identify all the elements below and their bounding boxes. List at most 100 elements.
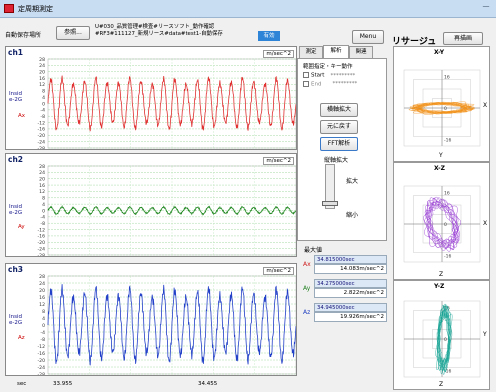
y-tick-label: -12: [37, 227, 45, 233]
y-tick-label: 28: [39, 274, 45, 280]
sensor-name-line2: e-2G: [9, 320, 23, 326]
v-axis-label: Y: [439, 152, 443, 159]
x-tick-2: 34.455: [198, 381, 218, 387]
tab-measure[interactable]: 測定: [299, 46, 323, 58]
y-tick-label: 8: [42, 309, 45, 315]
tick-label: 0: [444, 337, 447, 343]
y-tick-label: -4: [40, 215, 45, 221]
range-group: 範囲指定・キー動作 Start ********* End *********: [303, 62, 383, 92]
y-tick-label: -16: [37, 234, 45, 240]
waveform-line: [47, 75, 296, 132]
y-tick-label: -28: [37, 372, 45, 376]
y-tick-label: 24: [39, 170, 45, 176]
lissajous-plot-title: X-Y: [434, 49, 445, 56]
waveform-line: [47, 205, 296, 216]
end-value: *********: [332, 81, 358, 87]
max-axis: Ay: [303, 285, 311, 292]
y-tick-label: 4: [42, 316, 45, 322]
zoom-horizontal-button[interactable]: 横軸拡大: [320, 103, 358, 117]
y-tick-label: -16: [37, 351, 45, 357]
tick-label: 16: [444, 74, 450, 80]
channel-panel-2: 28 24 20 16 12 8 4 0 -4 -8 -12 -16 -20 -24 -28 ch2 Ins…: [5, 153, 297, 257]
y-tick-label: 4: [42, 95, 45, 101]
y-tick-label: -16: [37, 127, 45, 133]
save-path-line2: #RF3#111127_新規リース#data#test1-自動保存: [95, 31, 223, 37]
vertical-zoom-slider[interactable]: [322, 164, 338, 209]
max-row-ax: Ax 34.815000sec 14.083m/sec^2: [300, 255, 388, 279]
lissajous-plot-title: Y-Z: [434, 283, 445, 290]
tick-label: -16: [444, 369, 451, 375]
max-axis: Ax: [303, 261, 311, 268]
channel-panel-1: 28 24 20 16 12 8 4 0 -4 -8 -12 -16 -20 -24 -28 ch1 Ins…: [5, 46, 297, 150]
channel-label: ch3: [8, 265, 24, 274]
waveform-line: [47, 284, 296, 366]
y-tick-label: -8: [40, 221, 45, 227]
start-label: Start: [311, 72, 325, 79]
tab-analysis[interactable]: 解析: [323, 45, 349, 58]
tick-label: -16: [444, 138, 451, 144]
y-tick-label: -24: [37, 365, 45, 371]
x-unit-label: sec: [17, 381, 27, 387]
x-axis: sec 33.955 34.455: [5, 378, 297, 390]
start-checkbox[interactable]: [303, 72, 309, 78]
y-tick-label: -4: [40, 108, 45, 114]
y-tick-label: 16: [39, 183, 45, 189]
y-tick-label: 20: [39, 70, 45, 76]
max-value: 19.926m/sec^2: [314, 312, 387, 322]
channel-label: ch1: [8, 48, 24, 57]
y-tick-label: -12: [37, 120, 45, 126]
slider-thumb[interactable]: [322, 201, 338, 206]
y-tick-label: 12: [39, 82, 45, 88]
x-tick-1: 33.955: [53, 381, 73, 387]
max-row-az: Az 34.945000sec 19.926m/sec^2: [300, 303, 388, 327]
y-tick-label: -4: [40, 330, 45, 336]
y-tick-label: 28: [39, 57, 45, 63]
max-title: 最大値: [304, 247, 323, 254]
y-tick-label: 8: [42, 89, 45, 95]
start-value: *********: [330, 72, 356, 79]
sensor-name-line1: Insid: [9, 314, 22, 320]
save-dest-label: 自動保存場所: [5, 32, 42, 39]
channel-label: ch2: [8, 155, 24, 164]
y-tick-label: 0: [42, 323, 45, 329]
y-tick-label: -20: [37, 133, 45, 139]
sensor-name-line1: Insid: [9, 204, 22, 210]
h-axis-label: Y: [483, 331, 487, 338]
sensor-name: Insid e-2G: [9, 204, 22, 216]
tab-related[interactable]: 関連: [349, 46, 373, 58]
axis-name: Ay: [18, 224, 25, 230]
sensor-name: Insid e-2G: [9, 314, 22, 326]
max-row-ay: Ay 34.275000sec 2.822m/sec^2: [300, 279, 388, 303]
channel-panel-3: 28 24 20 16 12 8 4 0 -4 -8 -12 -16 -20 -24 -28 ch3 Ins…: [5, 263, 297, 376]
y-tick-label: 0: [42, 208, 45, 214]
window-title: 定周期測定: [18, 5, 53, 13]
browse-button[interactable]: 参照...: [56, 26, 90, 40]
lissajous-trace: [423, 196, 462, 252]
lissajous-yz-plot: 160-16: [403, 300, 481, 378]
y-tick-label: 4: [42, 202, 45, 208]
y-tick-label: 16: [39, 295, 45, 301]
y-tick-label: -28: [37, 146, 45, 150]
max-time: 34.815000sec: [314, 255, 387, 264]
max-time: 34.275000sec: [314, 279, 387, 288]
y-tick-label: 24: [39, 63, 45, 69]
app-icon: [4, 4, 14, 13]
fft-button[interactable]: FFT解析: [320, 137, 358, 151]
end-checkbox[interactable]: [303, 80, 309, 87]
y-tick-label: -12: [37, 344, 45, 350]
max-value: 2.822m/sec^2: [314, 288, 387, 298]
unit-label: m/sec^2: [263, 267, 294, 275]
y-tick-label: -24: [37, 246, 45, 252]
redraw-button[interactable]: 再描画: [443, 32, 483, 45]
lissajous-xy-plot: 16 0 -16: [403, 69, 481, 147]
status-badge: 有効: [258, 31, 280, 41]
save-path: U#030_品質管理#検査#リースソフト_動作確認 #RF3#111127_新規…: [95, 24, 245, 38]
h-axis-label: X: [483, 102, 488, 109]
menu-button[interactable]: Menu: [352, 30, 384, 44]
end-label: End: [311, 81, 322, 87]
minimize-icon[interactable]: —: [482, 2, 490, 10]
restore-button[interactable]: 元に戻す: [320, 120, 358, 134]
axis-name: Ax: [18, 113, 26, 119]
